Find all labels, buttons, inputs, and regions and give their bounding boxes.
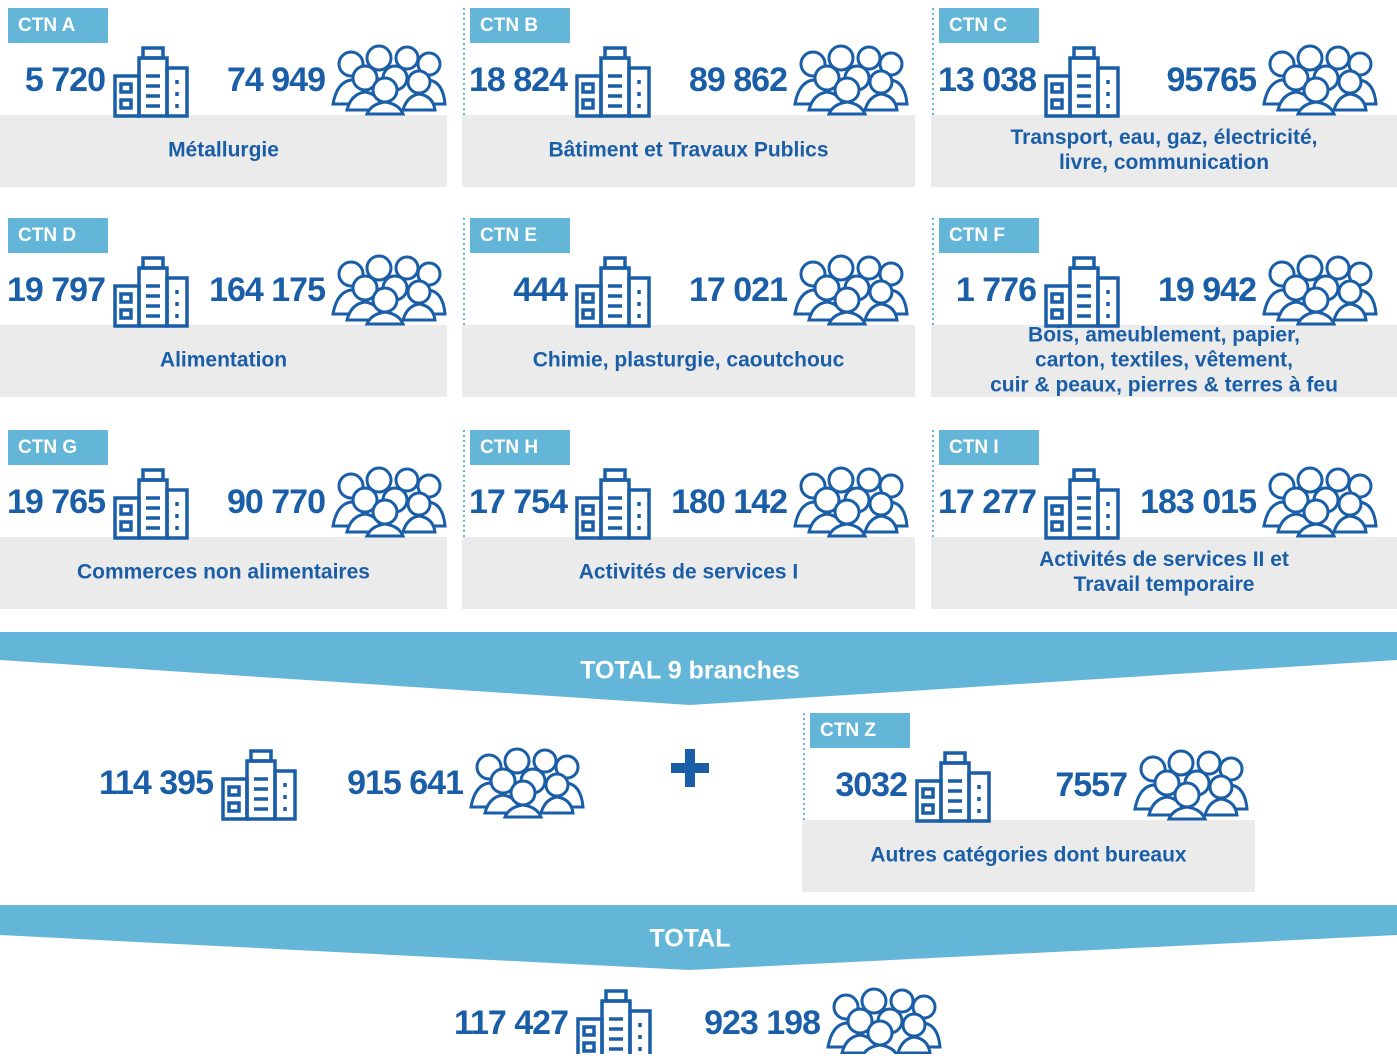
company-count: 114 395 (99, 764, 213, 802)
banner-title: TOTAL (649, 925, 730, 953)
employee-count: 17 021 (689, 271, 787, 309)
building-icon (1046, 258, 1118, 326)
company-count: 19 765 (7, 483, 105, 521)
people-icon (828, 989, 940, 1054)
company-count: 3032 (835, 766, 907, 804)
company-count: 1 776 (956, 271, 1036, 309)
tag-label: CTN B (480, 15, 538, 36)
people-icon (1264, 468, 1376, 536)
sector-name: Transport, eau, gaz, électricité, (1011, 126, 1318, 149)
sector-name: livre, communication (1059, 151, 1269, 174)
tag-label: CTN A (18, 15, 76, 36)
tag-label: CTN Z (820, 720, 876, 741)
people-icon (1264, 256, 1376, 324)
tag-label: CTN G (18, 437, 77, 458)
company-count: 18 824 (469, 61, 568, 99)
people-icon (333, 46, 445, 114)
building-icon (1046, 48, 1118, 116)
sector-name: carton, textiles, vêtement, (1035, 349, 1293, 372)
employee-count: 19 942 (1158, 271, 1256, 309)
company-count: 17 277 (938, 483, 1036, 521)
plus-sign (671, 749, 709, 787)
banner-title: TOTAL 9 branches (580, 657, 800, 685)
people-icon (1264, 46, 1376, 114)
employee-count: 7557 (1055, 766, 1127, 804)
employee-count: 923 198 (704, 1004, 820, 1042)
employee-count: 95765 (1166, 61, 1256, 99)
sector-name: Commerces non alimentaires (77, 561, 370, 584)
building-icon (115, 48, 187, 116)
building-icon (223, 751, 295, 819)
company-count: 13 038 (938, 61, 1036, 99)
people-icon (795, 256, 907, 324)
building-icon (115, 470, 187, 538)
employee-count: 74 949 (227, 61, 325, 99)
sector-name: Bâtiment et Travaux Publics (548, 139, 828, 162)
building-icon (577, 470, 649, 538)
employee-count: 90 770 (227, 483, 325, 521)
tag-label: CTN F (949, 225, 1005, 246)
company-count: 444 (513, 271, 568, 309)
sector-name: Activités de services I (579, 561, 798, 584)
employee-count: 164 175 (209, 271, 325, 309)
company-count: 5 720 (25, 61, 105, 99)
people-icon (795, 468, 907, 536)
sector-name: cuir & peaux, pierres & terres à feu (990, 374, 1338, 397)
people-icon (471, 749, 583, 817)
infographic: CTN A 5 720 74 949 Métallurgie CTN B 18 824 89… (0, 0, 1397, 1054)
sector-name: Chimie, plasturgie, caoutchouc (533, 349, 845, 372)
building-icon (577, 258, 649, 326)
company-count: 19 797 (7, 271, 105, 309)
employee-count: 915 641 (347, 764, 463, 802)
company-count: 17 754 (469, 483, 568, 521)
building-icon (115, 258, 187, 326)
building-icon (578, 991, 650, 1054)
building-icon (577, 48, 649, 116)
people-icon (795, 46, 907, 114)
people-icon (333, 256, 445, 324)
sector-name: Alimentation (160, 349, 287, 372)
people-icon (333, 468, 445, 536)
sector-name: Bois, ameublement, papier, (1028, 324, 1300, 347)
building-icon (1046, 470, 1118, 538)
employee-count: 89 862 (689, 61, 787, 99)
building-icon (917, 753, 989, 821)
tag-label: CTN E (480, 225, 537, 246)
tag-label: CTN D (18, 225, 76, 246)
tag-label: CTN H (480, 437, 538, 458)
sector-name: Métallurgie (168, 139, 279, 162)
employee-count: 183 015 (1140, 483, 1256, 521)
company-count: 117 427 (454, 1004, 568, 1042)
tag-label: CTN I (949, 437, 999, 458)
sector-name: Travail temporaire (1074, 573, 1255, 596)
tag-label: CTN C (949, 15, 1007, 36)
sector-name: Activités de services II et (1039, 548, 1289, 571)
employee-count: 180 142 (671, 483, 787, 521)
people-icon (1135, 751, 1247, 819)
sector-name: Autres catégories dont bureaux (870, 844, 1187, 867)
